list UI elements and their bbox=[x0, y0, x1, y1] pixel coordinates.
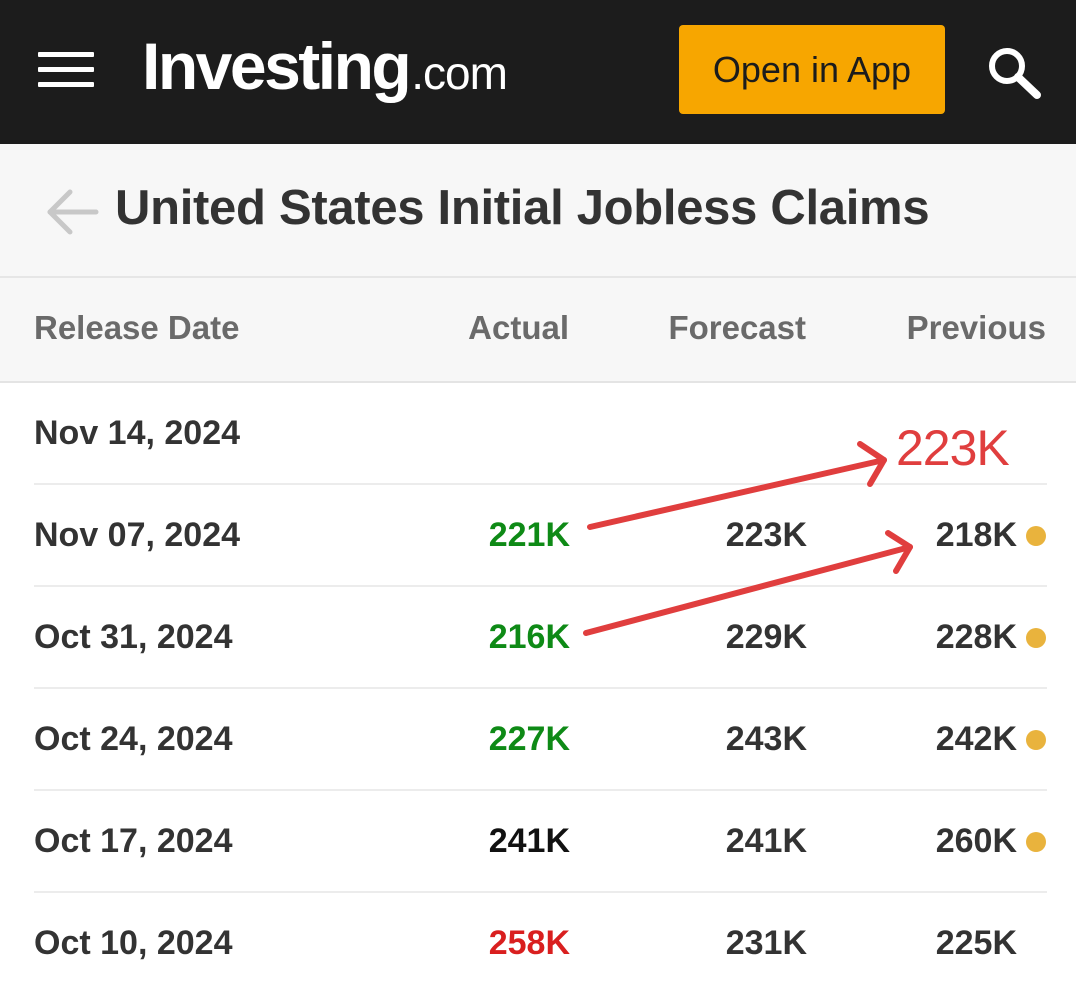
forecast-value: 223K bbox=[725, 516, 807, 554]
hamburger-menu-icon[interactable] bbox=[38, 52, 94, 88]
release-date: Oct 10, 2024 bbox=[34, 924, 233, 962]
column-header-actual: Actual bbox=[468, 309, 569, 346]
menu-line bbox=[38, 52, 94, 57]
revised-dot-icon[interactable] bbox=[1026, 526, 1046, 546]
investing-logo[interactable]: Investing.com bbox=[142, 26, 508, 106]
back-arrow-icon[interactable] bbox=[44, 184, 100, 240]
table-row[interactable]: Oct 17, 2024 241K 241K 260K bbox=[34, 791, 1047, 893]
open-in-app-button[interactable]: Open in App bbox=[679, 25, 945, 114]
top-bar: Investing.com Open in App bbox=[0, 0, 1076, 144]
column-header-previous: Previous bbox=[906, 309, 1046, 346]
actual-value: 241K bbox=[488, 822, 570, 860]
search-icon[interactable] bbox=[985, 44, 1045, 100]
column-header-forecast: Forecast bbox=[668, 309, 806, 346]
actual-value: 258K bbox=[488, 924, 570, 962]
previous-value: 225K bbox=[935, 924, 1017, 962]
release-date: Oct 17, 2024 bbox=[34, 822, 233, 860]
revised-dot-icon[interactable] bbox=[1026, 628, 1046, 648]
logo-main-text: Investing bbox=[142, 29, 412, 103]
forecast-value: 229K bbox=[725, 618, 807, 656]
menu-line bbox=[38, 82, 94, 87]
release-date: Oct 24, 2024 bbox=[34, 720, 233, 758]
revised-dot-icon[interactable] bbox=[1026, 730, 1046, 750]
release-date: Nov 07, 2024 bbox=[34, 516, 241, 554]
previous-value: 228K bbox=[935, 618, 1017, 656]
table-header: Release Date Actual Forecast Previous bbox=[0, 278, 1076, 383]
release-date: Oct 31, 2024 bbox=[34, 618, 233, 656]
actual-value: 227K bbox=[488, 720, 570, 758]
release-date: Nov 14, 2024 bbox=[34, 414, 241, 452]
menu-line bbox=[38, 67, 94, 72]
title-bar: United States Initial Jobless Claims bbox=[0, 144, 1076, 278]
table-row[interactable]: Nov 07, 2024 221K 223K 218K bbox=[34, 485, 1047, 587]
forecast-value: 231K bbox=[725, 924, 807, 962]
logo-tld-text: .com bbox=[411, 47, 508, 99]
actual-value: 221K bbox=[488, 516, 570, 554]
table-row[interactable]: Oct 24, 2024 227K 243K 242K bbox=[34, 689, 1047, 791]
annotation-forecast-label: 223K bbox=[896, 420, 1010, 476]
previous-value: 242K bbox=[935, 720, 1017, 758]
previous-value: 260K bbox=[935, 822, 1017, 860]
table-row[interactable]: Oct 10, 2024 258K 231K 225K bbox=[34, 893, 1047, 992]
column-header-release-date: Release Date bbox=[34, 309, 240, 346]
table-row[interactable]: Nov 14, 2024 bbox=[34, 383, 1047, 485]
actual-value: 216K bbox=[488, 618, 570, 656]
previous-value: 218K bbox=[935, 516, 1017, 554]
revised-dot-icon[interactable] bbox=[1026, 832, 1046, 852]
forecast-value: 243K bbox=[725, 720, 807, 758]
forecast-value: 241K bbox=[725, 822, 807, 860]
page-title: United States Initial Jobless Claims bbox=[115, 181, 930, 235]
table-row[interactable]: Oct 31, 2024 216K 229K 228K bbox=[34, 587, 1047, 689]
